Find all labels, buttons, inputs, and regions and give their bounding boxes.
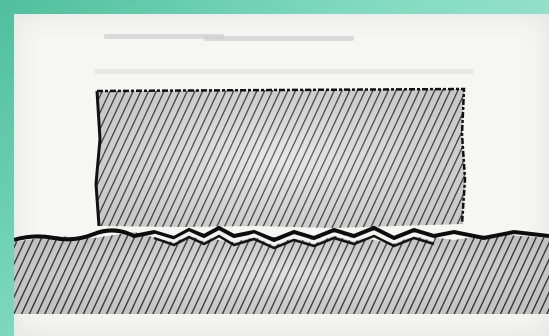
faint-header-mark xyxy=(104,34,224,39)
upper-block xyxy=(94,87,467,228)
contact-diagram xyxy=(14,87,549,314)
faint-header-mark xyxy=(204,36,354,41)
faint-subheader-mark xyxy=(94,69,474,74)
contact-interface xyxy=(14,225,549,250)
figure-paper xyxy=(14,14,549,336)
lower-substrate xyxy=(14,232,549,314)
